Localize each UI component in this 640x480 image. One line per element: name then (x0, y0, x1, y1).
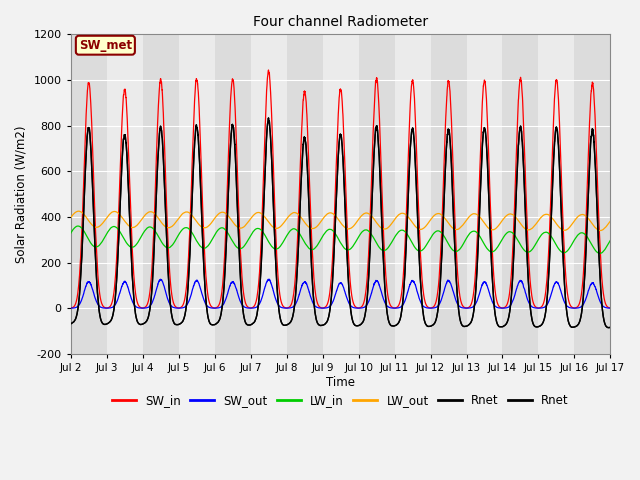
SW_out (265, 276, 273, 282)
Bar (179, 35, 214, 354)
SW_out (577, 304, 585, 310)
SW_in (584, 166, 592, 172)
Bar (358, 35, 394, 354)
Bar (502, 35, 538, 354)
SW_out (67, 305, 74, 311)
Line: SW_out: SW_out (70, 279, 611, 308)
SW_in (67, 305, 74, 311)
Rnet (461, 324, 469, 329)
Text: SW_met: SW_met (79, 39, 132, 52)
SW_out (461, 305, 469, 311)
LW_out (67, 215, 74, 220)
LW_out (577, 212, 585, 217)
Rnet (477, 185, 484, 191)
Bar (287, 35, 323, 354)
Bar (431, 35, 467, 354)
X-axis label: Time: Time (326, 375, 355, 389)
Bar (70, 35, 107, 354)
Title: Four channel Radiometer: Four channel Radiometer (253, 15, 428, 29)
Bar (214, 35, 251, 354)
SW_out (477, 287, 484, 293)
Bar (107, 35, 143, 354)
SW_out (250, 305, 258, 311)
LW_in (584, 235, 591, 241)
Bar (394, 35, 431, 354)
SW_in (250, 303, 258, 309)
Rnet (67, 321, 74, 327)
Rnet (584, 203, 591, 209)
LW_out (477, 215, 484, 221)
Bar (575, 35, 611, 354)
Rnet (605, 325, 612, 331)
Rnet (323, 320, 330, 326)
SW_out (607, 305, 614, 311)
Bar (538, 35, 575, 354)
LW_out (75, 208, 83, 214)
Line: LW_in: LW_in (70, 226, 611, 253)
SW_out (584, 290, 591, 296)
Legend: SW_in, SW_out, LW_in, LW_out, Rnet, Rnet: SW_in, SW_out, LW_in, LW_out, Rnet, Rnet (108, 389, 573, 412)
LW_in (74, 223, 82, 229)
SW_in (577, 293, 585, 299)
LW_in (607, 237, 614, 243)
Rnet (577, 312, 585, 318)
Rnet (605, 325, 612, 331)
SW_in (103, 305, 111, 311)
Rnet (323, 320, 330, 326)
LW_in (323, 228, 330, 234)
Rnet (477, 185, 484, 191)
Line: SW_in: SW_in (70, 70, 611, 308)
Rnet (461, 324, 469, 329)
Bar (467, 35, 502, 354)
LW_out (584, 215, 591, 221)
Rnet (265, 115, 273, 121)
Rnet (250, 320, 258, 325)
LW_in (67, 230, 74, 236)
LW_in (577, 230, 585, 236)
Bar (143, 35, 179, 354)
SW_in (607, 305, 614, 311)
Rnet (607, 324, 614, 330)
LW_in (250, 228, 258, 233)
Rnet (250, 320, 258, 325)
LW_out (323, 212, 330, 218)
LW_in (477, 235, 484, 240)
Rnet (577, 312, 585, 318)
SW_in (461, 305, 469, 311)
SW_in (477, 145, 484, 151)
Line: LW_out: LW_out (70, 211, 611, 230)
LW_in (461, 238, 469, 243)
Rnet (265, 115, 273, 121)
Rnet (607, 324, 614, 330)
LW_out (607, 218, 614, 224)
Y-axis label: Solar Radiation (W/m2): Solar Radiation (W/m2) (15, 125, 28, 263)
Rnet (67, 321, 74, 327)
LW_in (596, 251, 604, 256)
LW_out (596, 228, 604, 233)
Bar (251, 35, 287, 354)
SW_in (265, 67, 273, 73)
LW_out (461, 219, 469, 225)
SW_out (323, 305, 330, 311)
Line: Rnet: Rnet (70, 118, 611, 328)
Rnet (584, 203, 591, 209)
Line: Rnet: Rnet (70, 118, 611, 328)
Bar (323, 35, 358, 354)
LW_out (250, 212, 258, 217)
SW_in (323, 303, 330, 309)
